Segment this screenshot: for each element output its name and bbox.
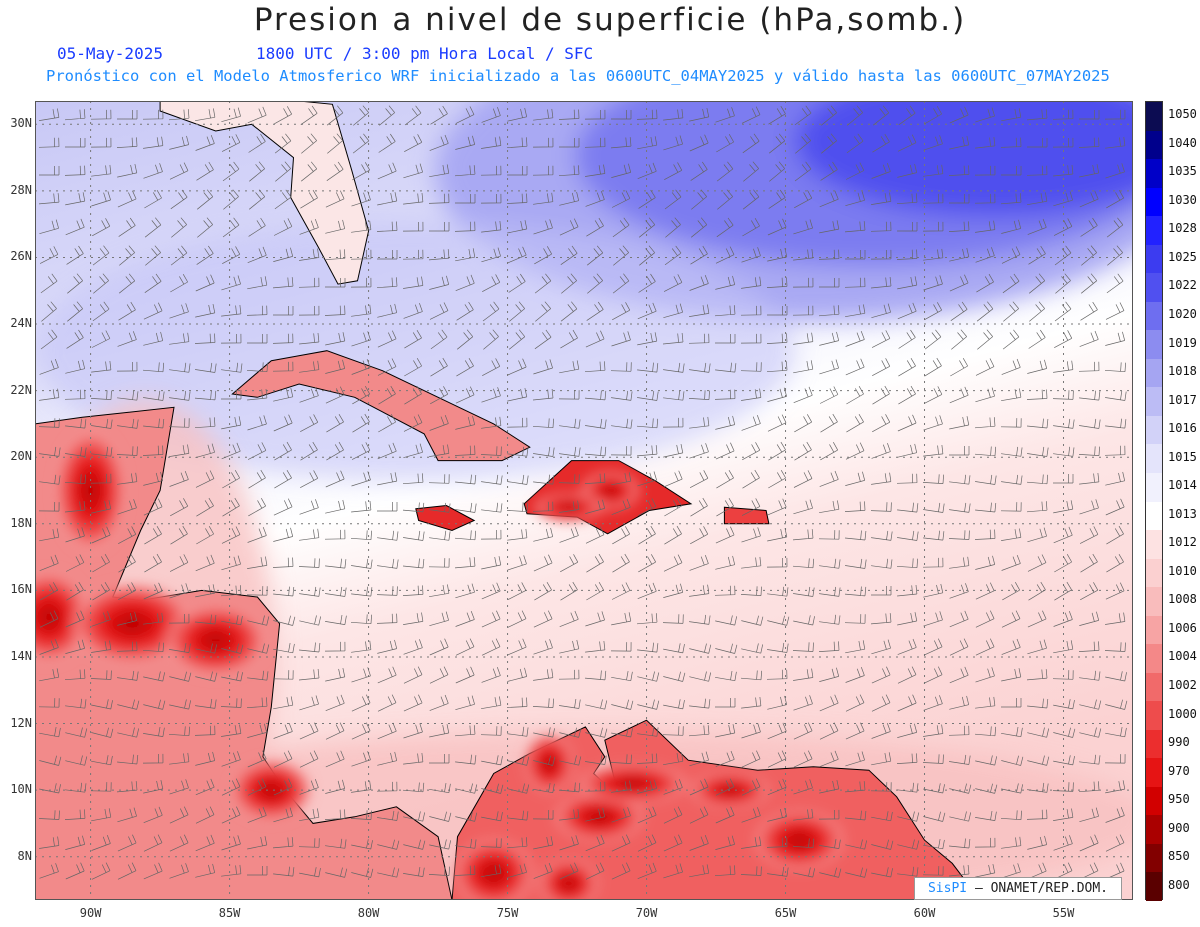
colorbar-label: 1030: [1168, 192, 1197, 207]
landmass-cuba: [231, 350, 531, 462]
colorbar-cell: [1146, 472, 1162, 502]
colorbar-cell: [1146, 130, 1162, 160]
lat-label: 18N: [10, 515, 32, 530]
colorbar-cell: [1146, 815, 1162, 845]
colorbar-cell: [1146, 102, 1162, 132]
lat-label: 28N: [10, 182, 32, 197]
lat-label: 30N: [10, 116, 32, 131]
colorbar-label: 1040: [1168, 135, 1197, 150]
colorbar-label: 1004: [1168, 649, 1197, 664]
colorbar-cell: [1146, 672, 1162, 702]
colorbar-cell: [1146, 159, 1162, 189]
landmasses: [35, 101, 981, 900]
colorbar-label: 1010: [1168, 563, 1197, 578]
model-info: Pronóstico con el Modelo Atmosferico WRF…: [46, 67, 1110, 85]
colorbar-cell: [1146, 843, 1162, 873]
colorbar-label: 1013: [1168, 506, 1197, 521]
colorbar-cell: [1146, 558, 1162, 588]
colorbar-label: 970: [1168, 763, 1190, 778]
colorbar-cell: [1146, 187, 1162, 217]
lat-label: 26N: [10, 249, 32, 264]
lon-label: 60W: [913, 906, 936, 920]
lat-label: 14N: [10, 648, 32, 663]
colorbar-cell: [1146, 216, 1162, 246]
pressure-map: [35, 101, 1133, 900]
colorbar-label: 900: [1168, 820, 1190, 835]
colorbar-label: 1018: [1168, 364, 1197, 379]
lat-label: 16N: [10, 582, 32, 597]
colorbar-label: 950: [1168, 792, 1190, 807]
colorbar-cell: [1146, 644, 1162, 674]
colorbar-cell: [1146, 387, 1162, 417]
map-canvas: [35, 101, 1133, 900]
map-title: Presion a nivel de superficie (hPa,somb.…: [253, 2, 967, 38]
lat-label: 12N: [10, 715, 32, 730]
valid-time: 1800 UTC / 3:00 pm Hora Local / SFC: [256, 44, 594, 63]
colorbar-cell: [1146, 415, 1162, 445]
landmass-jamaica: [415, 504, 476, 532]
colorbar-label: 1019: [1168, 335, 1197, 350]
colorbar-cell: [1146, 872, 1162, 902]
landmass-puerto-rico: [723, 506, 770, 525]
lon-label: 65W: [774, 906, 797, 920]
colorbar-label: 1008: [1168, 592, 1197, 607]
colorbar-label: 1022: [1168, 278, 1197, 293]
colorbar-label: 1015: [1168, 449, 1197, 464]
colorbar-cell: [1146, 786, 1162, 816]
wind-barbs: [38, 105, 1128, 880]
colorbar-label: 1002: [1168, 677, 1197, 692]
colorbar-cell: [1146, 587, 1162, 617]
sispi-logo: SisPI: [927, 881, 968, 896]
colorbar-label: 1000: [1168, 706, 1197, 721]
lon-label: 80W: [357, 906, 380, 920]
colorbar-cell: [1146, 444, 1162, 474]
lat-label: 8N: [17, 848, 32, 863]
credit-text: – ONAMET/REP.DOM.: [974, 881, 1109, 896]
colorbar-label: 1017: [1168, 392, 1197, 407]
lon-label: 85W: [218, 906, 241, 920]
colorbar-label: 1035: [1168, 164, 1197, 179]
landmass-florida: [159, 101, 370, 285]
colorbar-cell: [1146, 244, 1162, 274]
colorbar-cell: [1146, 301, 1162, 331]
colorbar-cell: [1146, 358, 1162, 388]
colorbar-label: 1025: [1168, 249, 1197, 264]
lon-label: 75W: [496, 906, 519, 920]
lat-lon-grid: [35, 101, 1133, 900]
lon-label: 55W: [1052, 906, 1075, 920]
lat-label: 24N: [10, 316, 32, 331]
pressure-colorbar: [1145, 101, 1163, 902]
colorbar-label: 990: [1168, 735, 1190, 750]
credit-box: SisPI – ONAMET/REP.DOM.: [914, 877, 1122, 900]
colorbar-cell: [1146, 615, 1162, 645]
colorbar-cell: [1146, 273, 1162, 303]
colorbar-label: 850: [1168, 849, 1190, 864]
colorbar-label: 1006: [1168, 620, 1197, 635]
colorbar-label: 1012: [1168, 535, 1197, 550]
valid-date: 05-May-2025: [57, 44, 163, 63]
colorbar-label: 1014: [1168, 478, 1197, 493]
lon-label: 70W: [635, 906, 658, 920]
colorbar-cell: [1146, 330, 1162, 360]
lon-label: 90W: [79, 906, 102, 920]
lat-label: 20N: [10, 449, 32, 464]
colorbar-label: 800: [1168, 877, 1190, 892]
colorbar-cell: [1146, 729, 1162, 759]
colorbar-cell: [1146, 501, 1162, 531]
colorbar-label: 1020: [1168, 307, 1197, 322]
colorbar-cell: [1146, 530, 1162, 560]
lat-label: 22N: [10, 382, 32, 397]
colorbar-label: 1016: [1168, 421, 1197, 436]
colorbar-cell: [1146, 758, 1162, 788]
high-pressure-area: [35, 101, 1133, 481]
colorbar-label: 1028: [1168, 221, 1197, 236]
colorbar-cell: [1146, 701, 1162, 731]
lat-label: 10N: [10, 782, 32, 797]
colorbar-label: 1050: [1168, 107, 1197, 122]
